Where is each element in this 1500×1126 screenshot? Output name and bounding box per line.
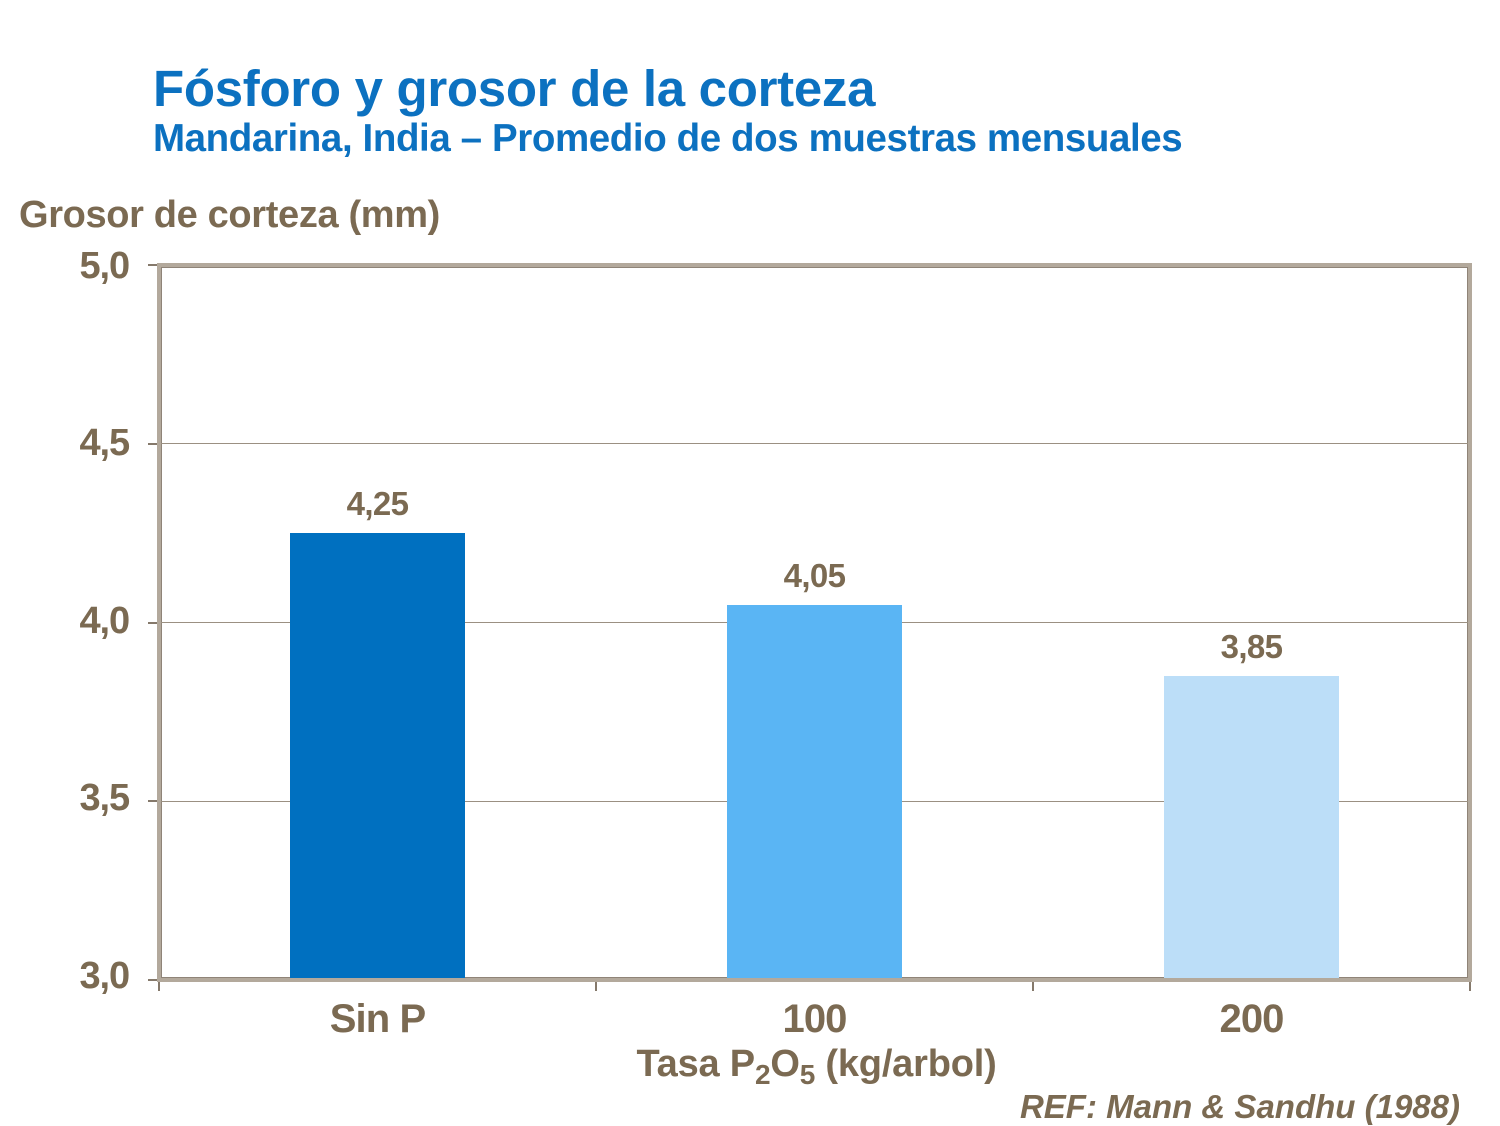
x-axis-title-sub2: 5 <box>799 1059 816 1090</box>
y-axis-tick <box>148 979 157 981</box>
x-axis-title-text2: O <box>770 1043 800 1085</box>
x-axis-tick <box>158 982 160 991</box>
bar-value-label: 3,85 <box>1220 628 1283 666</box>
x-axis-title-text3: (kg/arbol) <box>815 1043 997 1085</box>
x-axis-title: Tasa P2O5 (kg/arbol) <box>417 1041 1217 1090</box>
bar-value-label: 4,25 <box>346 485 409 523</box>
y-tick-label: 3,0 <box>79 954 130 997</box>
x-category-label: Sin P <box>329 997 426 1041</box>
x-axis-title-sub1: 2 <box>754 1059 771 1090</box>
x-category-label: 100 <box>782 997 847 1041</box>
x-axis-tick <box>1032 982 1034 991</box>
y-axis-tick <box>148 442 157 445</box>
x-axis-title-text: Tasa P <box>636 1043 755 1085</box>
reference-note: REF: Mann & Sandhu (1988) <box>1019 1088 1460 1125</box>
y-axis-tick <box>148 621 157 624</box>
y-axis-tick <box>148 800 157 803</box>
y-tick-label: 5,0 <box>79 245 130 287</box>
y-tick-label: 3,5 <box>79 777 130 820</box>
y-axis-title: Grosor de corteza (mm) <box>19 194 440 236</box>
x-axis-tick <box>1469 982 1471 991</box>
y-tick-label: 4,5 <box>79 422 130 465</box>
bar <box>727 604 902 978</box>
x-category-label: 200 <box>1219 997 1284 1041</box>
chart-subtitle: Mandarina, India – Promedio de dos muest… <box>153 117 1183 160</box>
gridline <box>161 443 1468 445</box>
x-axis-tick <box>595 982 597 991</box>
y-tick-label: 4,0 <box>79 599 130 642</box>
chart-title: Fósforo y grosor de la corteza <box>153 60 876 117</box>
bar <box>290 533 465 978</box>
y-axis-tick <box>148 264 157 266</box>
bar-value-label: 4,05 <box>783 556 846 594</box>
bar <box>1164 676 1339 978</box>
